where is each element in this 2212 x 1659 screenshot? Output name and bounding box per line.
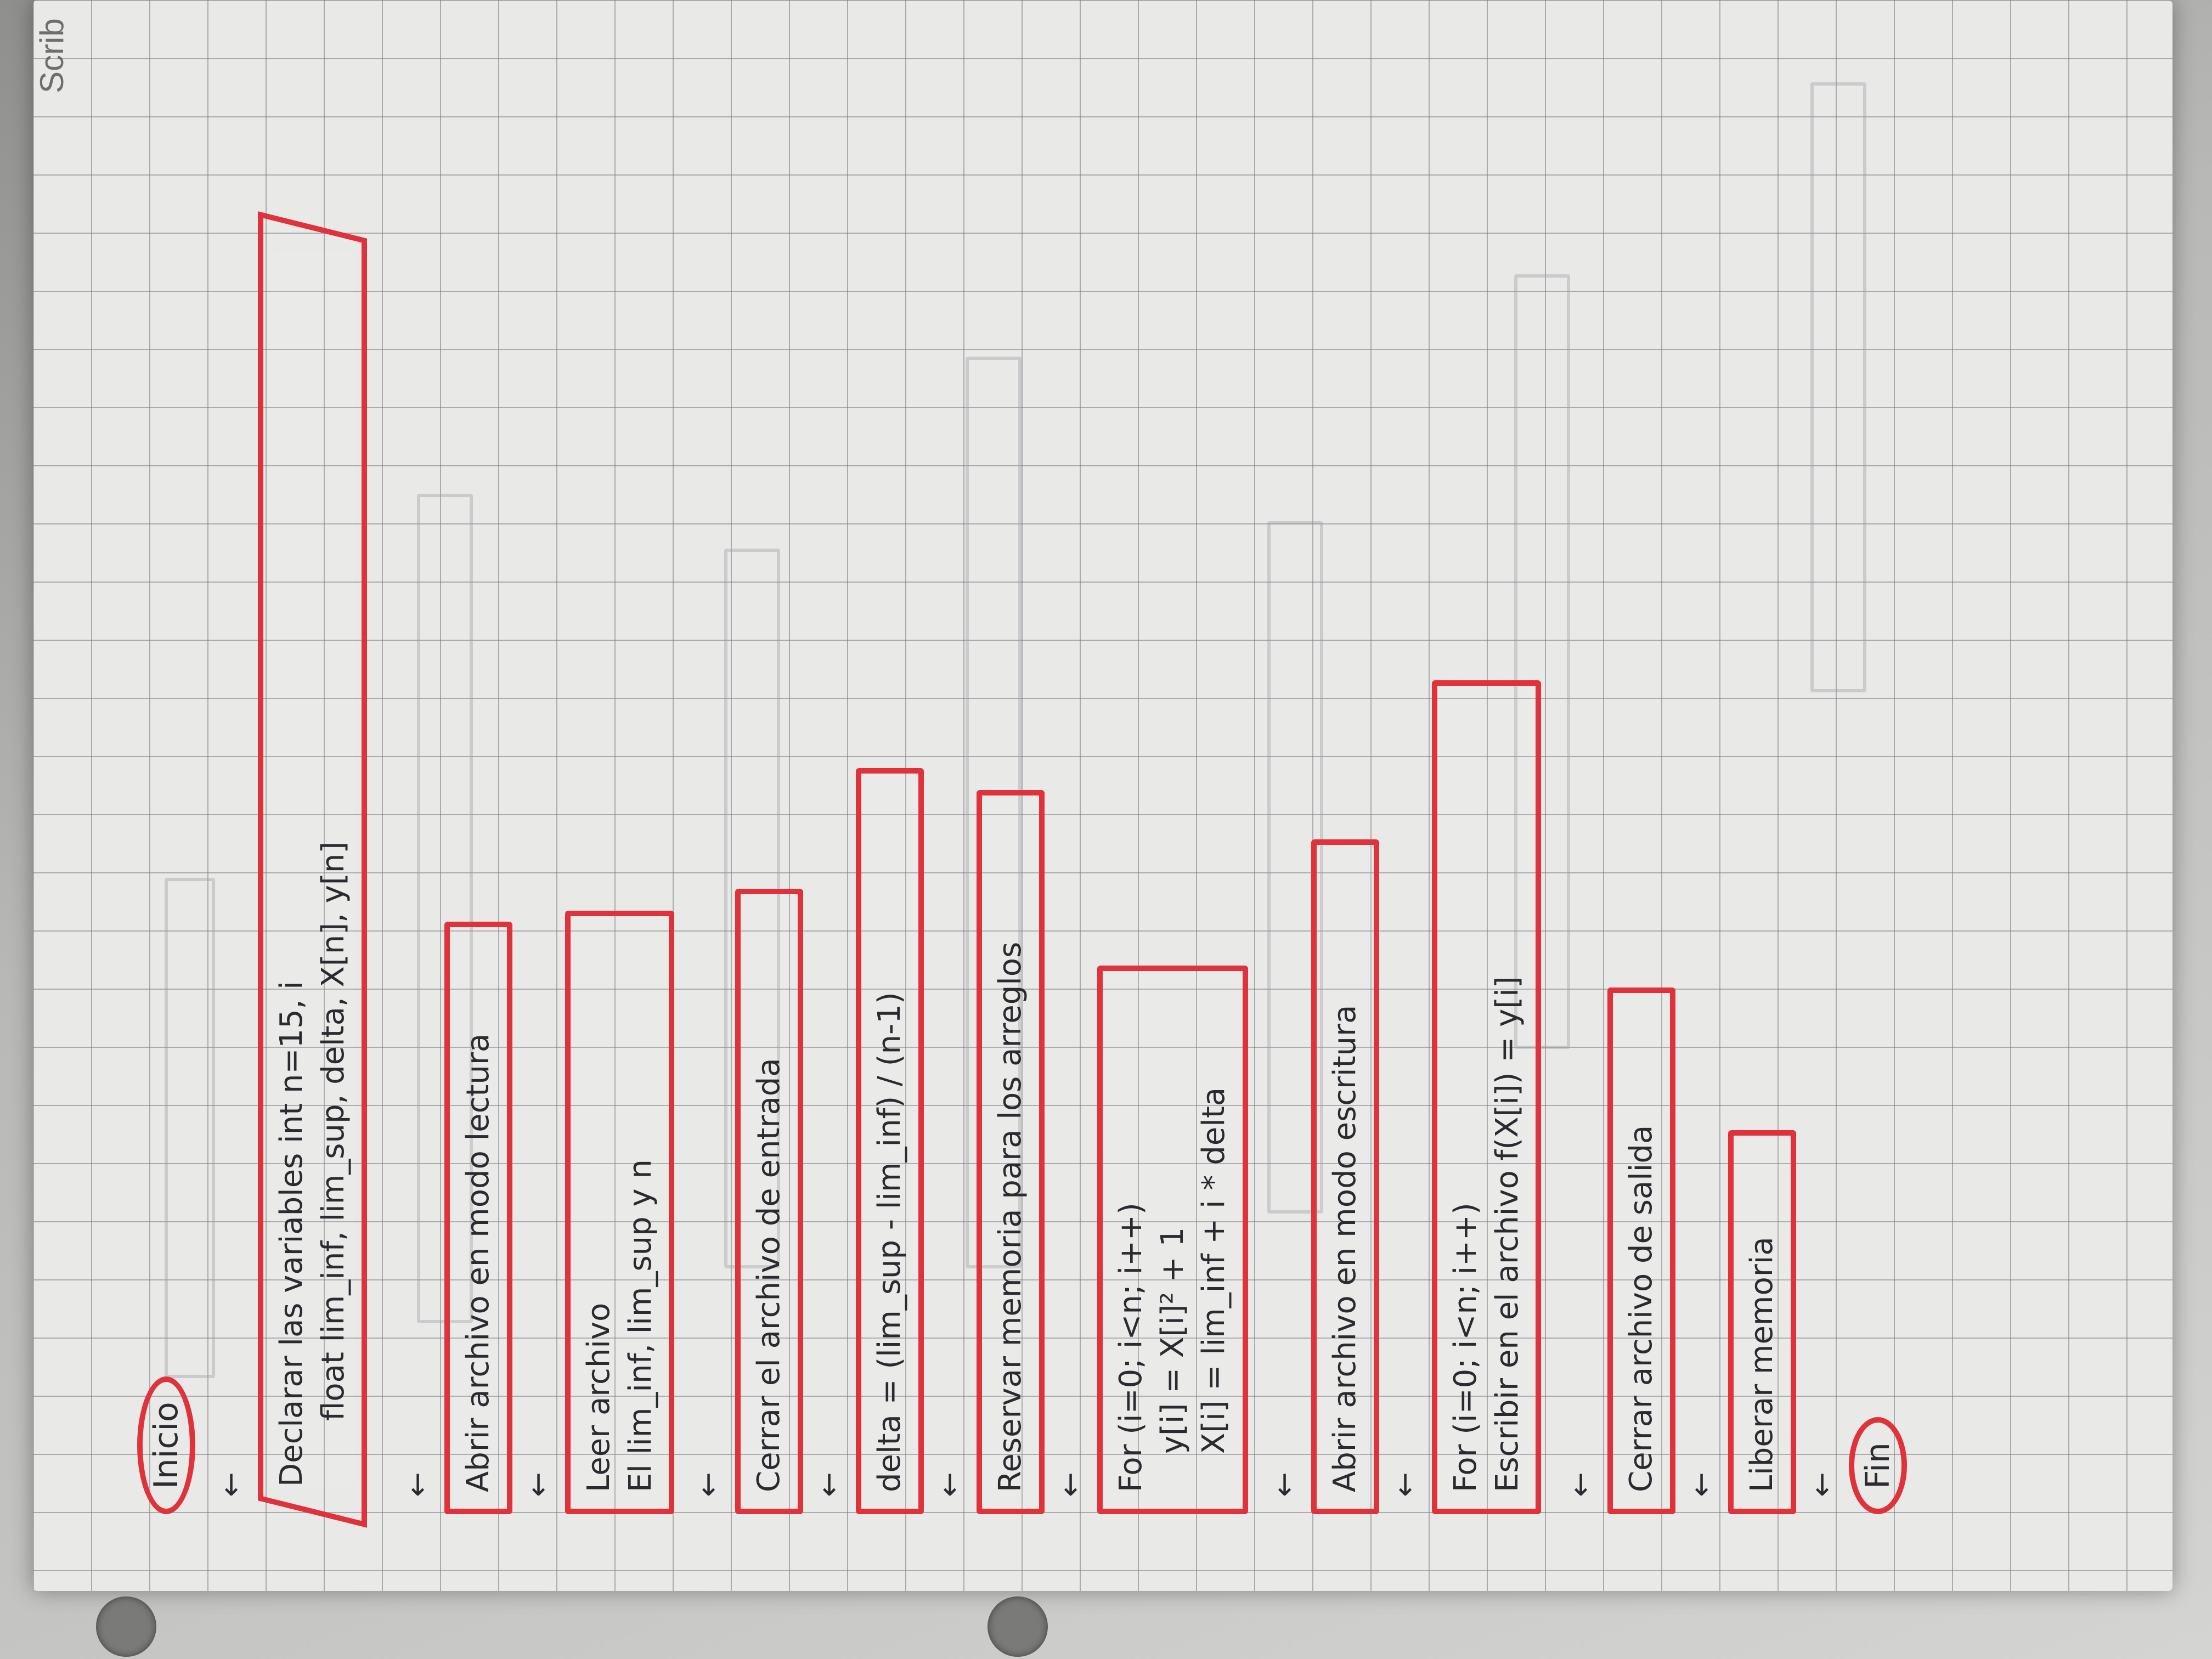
flow-arrow: ↓: [526, 1468, 551, 1503]
for2-header: For (i=0; i<n; i++): [1448, 1203, 1483, 1492]
for-loop-compute: For (i=0; i<n; i++) y[i] = X[i]² + 1 X[i…: [1097, 966, 1248, 1514]
bleed-through-shape: [417, 494, 473, 1323]
flowchart: Inicio ↓ Declarar las variables int n=15…: [126, 33, 2101, 1528]
open-read-text: Abrir archivo en modo lectura: [460, 1033, 496, 1492]
open-write-text: Abrir archivo en modo escritura: [1327, 1005, 1363, 1492]
for-loop-write: For (i=0; i<n; i++) Escribir en el archi…: [1432, 680, 1542, 1514]
for1-header: For (i=0; i<n; i++): [1113, 1203, 1149, 1492]
free-memory-process: Liberar memoria: [1728, 1130, 1796, 1514]
flow-arrow: ↓: [1689, 1468, 1714, 1503]
for2-write: Escribir en el archivo f(X[i]) = y[i]: [1489, 976, 1525, 1492]
flow-arrow: ↓: [1058, 1468, 1084, 1503]
flow-arrow: ↓: [1568, 1468, 1594, 1503]
for1-x-assign: X[i] = lim_inf + i * delta: [1196, 1087, 1232, 1454]
close-output-text: Cerrar archivo de salida: [1623, 1125, 1659, 1492]
for1-y-assign: y[i] = X[i]² + 1: [1154, 1227, 1190, 1454]
flow-arrow: ↓: [218, 1468, 244, 1503]
start-terminal: Inicio: [137, 1376, 195, 1514]
bleed-through-shape: [165, 878, 215, 1378]
read-line-2: El lim_inf, lim_sup y n: [622, 1159, 658, 1492]
close-input-text: Cerrar el archivo de entrada: [751, 1058, 787, 1492]
flow-arrow: ↓: [405, 1468, 431, 1503]
free-memory-text: Liberar memoria: [1744, 1237, 1780, 1492]
flow-arrow: ↓: [696, 1468, 721, 1503]
open-write-process: Abrir archivo en modo escritura: [1311, 839, 1379, 1514]
bleed-through-shape: [1810, 82, 1866, 692]
delta-formula: delta = (lim_sup - lim_inf) / (n-1): [872, 992, 907, 1492]
flow-arrow: ↓: [816, 1468, 842, 1503]
flow-arrow: ↓: [937, 1468, 963, 1503]
binder-hole: [96, 1596, 156, 1657]
bleed-through-shape: [724, 549, 780, 1268]
bleed-through-shape: [1267, 521, 1323, 1214]
reserve-memory-process: Reservar memoria para los arreglos: [977, 790, 1045, 1514]
close-input-process: Cerrar el archivo de entrada: [735, 889, 803, 1514]
read-line-1: Leer archivo: [581, 1302, 617, 1492]
open-read-process: Abrir archivo en modo lectura: [444, 922, 512, 1514]
end-terminal: Fin: [1849, 1417, 1907, 1514]
flow-arrow: ↓: [1392, 1468, 1418, 1503]
reserve-memory-text: Reservar memoria para los arreglos: [992, 941, 1028, 1492]
delta-process: delta = (lim_sup - lim_inf) / (n-1): [856, 768, 924, 1514]
declare-variables-io: Declarar las variables int n=15, i float…: [258, 211, 368, 1528]
notebook-brand-label: Scrib: [33, 18, 70, 93]
close-output-process: Cerrar archivo de salida: [1607, 988, 1675, 1514]
read-file-process: Leer archivo El lim_inf, lim_sup y n: [565, 911, 675, 1514]
notebook-page: [33, 0, 2172, 1591]
binder-hole: [988, 1596, 1048, 1657]
flow-arrow: ↓: [1272, 1468, 1297, 1503]
flow-arrow: ↓: [1809, 1468, 1835, 1503]
declare-line-2: float lim_inf, lim_sup, delta, X[n], y[n…: [315, 841, 351, 1421]
declare-line-1: Declarar las variables int n=15, i: [274, 981, 309, 1487]
bleed-through-shape: [1514, 274, 1570, 1049]
bleed-through-shape: [966, 357, 1022, 1268]
